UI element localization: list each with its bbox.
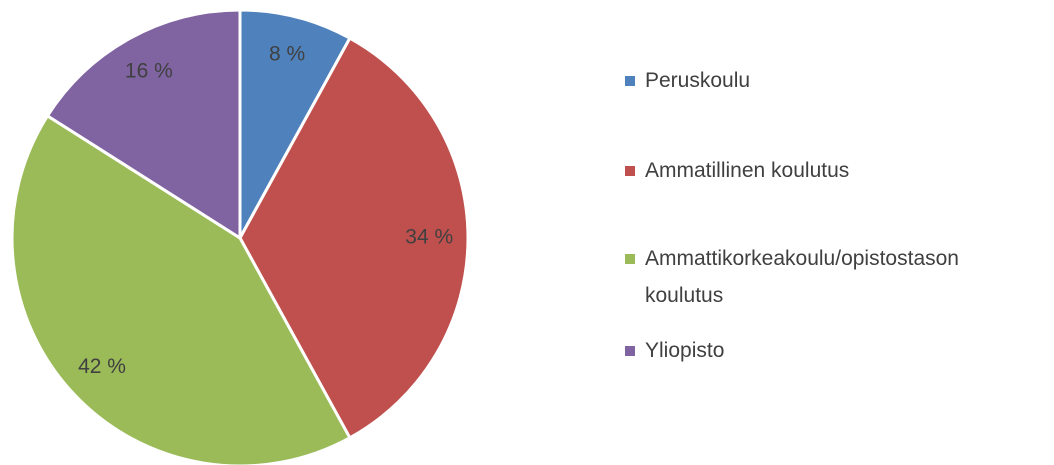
legend-label: Yliopisto xyxy=(645,339,725,362)
pie-slice xyxy=(238,36,470,440)
pie-label: 34 % xyxy=(405,226,453,249)
pie-slice xyxy=(45,8,242,240)
legend-swatch xyxy=(625,76,635,86)
pie-label: 16 % xyxy=(125,60,173,83)
legend: Peruskoulu Ammatillinen koulutus Ammattiko… xyxy=(625,0,1054,465)
legend-swatch xyxy=(625,346,635,356)
legend-item: Ammatillinen koulutus xyxy=(625,152,1025,189)
legend-swatch xyxy=(625,254,635,264)
pie-label: 42 % xyxy=(78,355,126,378)
legend-swatch xyxy=(625,166,635,176)
chart: 8 % 34 % 42 % 16 % xyxy=(10,8,470,465)
pie-slice xyxy=(238,8,352,240)
legend-item: Yliopisto xyxy=(625,332,1025,369)
pie-slice xyxy=(10,114,352,465)
pie-label: 8 % xyxy=(269,42,305,65)
legend-label: Peruskoulu xyxy=(645,69,751,92)
legend-item: Ammattikorkeakoulu/opistostason koulutus xyxy=(625,240,1025,314)
legend-label: Ammattikorkeakoulu/opistostason koulutus xyxy=(645,247,959,307)
legend-label: Ammatillinen koulutus xyxy=(645,159,850,182)
legend-item: Peruskoulu xyxy=(625,62,1025,99)
